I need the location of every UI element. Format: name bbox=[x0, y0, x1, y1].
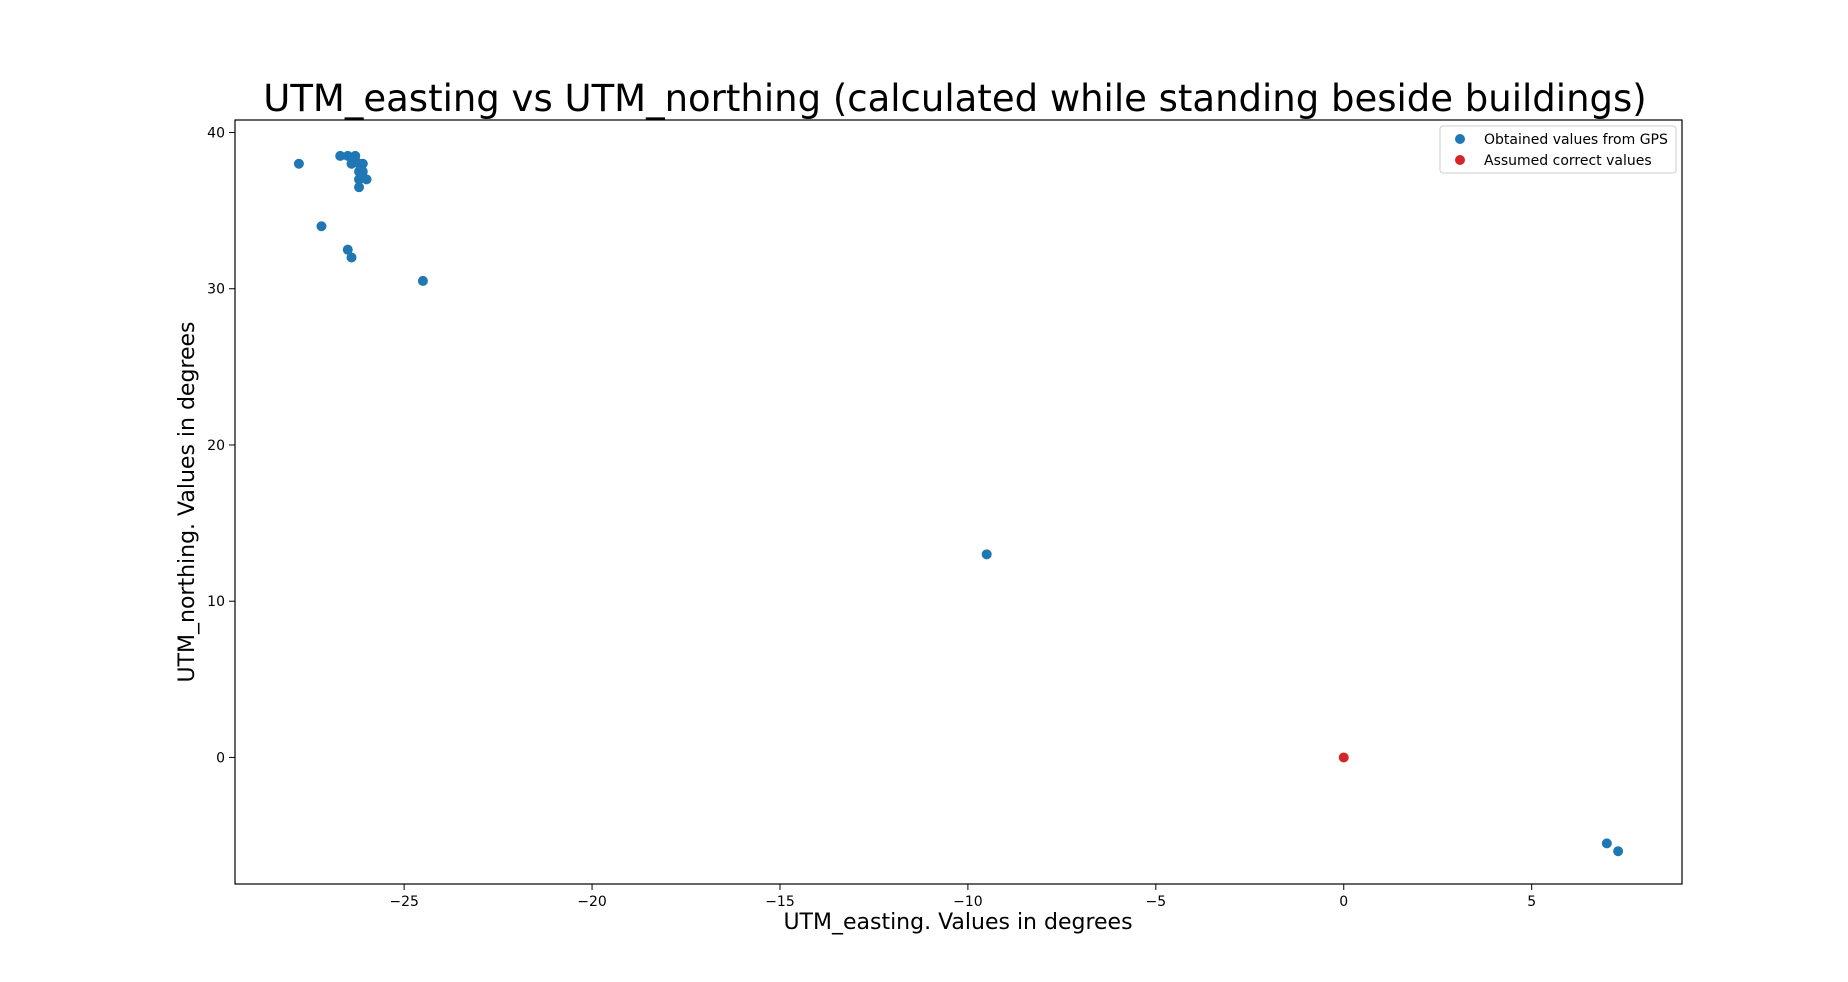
y-tick-label: 0 bbox=[216, 750, 225, 766]
x-tick-label: −20 bbox=[577, 894, 607, 910]
x-tick-label: −15 bbox=[765, 894, 795, 910]
gps-point bbox=[342, 244, 353, 255]
x-tick-label: 0 bbox=[1339, 894, 1348, 910]
x-axis-ticks: −25 −20 −15 −10 −5 0 5 bbox=[389, 884, 1536, 910]
plot-frame bbox=[234, 119, 1683, 885]
y-axis-label: UTM_northing. Values in degrees bbox=[175, 321, 200, 682]
x-tick-label: 5 bbox=[1527, 894, 1536, 910]
x-tick-label: −10 bbox=[953, 894, 983, 910]
gps-point bbox=[417, 275, 428, 286]
legend: Obtained values from GPS Assumed correct… bbox=[1439, 125, 1677, 174]
x-tick-label: −5 bbox=[1145, 894, 1166, 910]
gps-point bbox=[357, 158, 368, 169]
gps-point bbox=[293, 158, 304, 169]
gps-point bbox=[346, 252, 357, 263]
x-axis-label: UTM_easting. Values in degrees bbox=[783, 910, 1132, 935]
legend-label-correct: Assumed correct values bbox=[1484, 153, 1652, 169]
y-tick-label: 40 bbox=[207, 125, 225, 141]
gps-point bbox=[354, 182, 365, 193]
gps-point bbox=[981, 549, 992, 560]
legend-marker-correct bbox=[1455, 155, 1465, 165]
gps-point bbox=[1613, 846, 1624, 857]
legend-marker-gps bbox=[1455, 134, 1465, 144]
y-tick-label: 20 bbox=[207, 438, 225, 454]
y-tick-label: 30 bbox=[207, 282, 225, 298]
gps-point bbox=[354, 174, 365, 185]
x-tick-label: −25 bbox=[389, 894, 419, 910]
data-points bbox=[293, 150, 1624, 857]
legend-box bbox=[1439, 125, 1677, 174]
gps-point bbox=[342, 150, 353, 161]
y-axis-ticks: 0 10 20 30 40 bbox=[207, 125, 235, 766]
gps-point bbox=[335, 150, 346, 161]
gps-point bbox=[1601, 838, 1612, 849]
gps-point bbox=[357, 166, 368, 177]
y-tick-label: 10 bbox=[207, 594, 225, 610]
chart-title: UTM_easting vs UTM_northing (calculated … bbox=[263, 77, 1646, 120]
legend-label-gps: Obtained values from GPS bbox=[1484, 132, 1668, 148]
gps-point bbox=[361, 174, 372, 185]
gps-point bbox=[316, 221, 327, 232]
correct-point bbox=[1338, 752, 1349, 763]
